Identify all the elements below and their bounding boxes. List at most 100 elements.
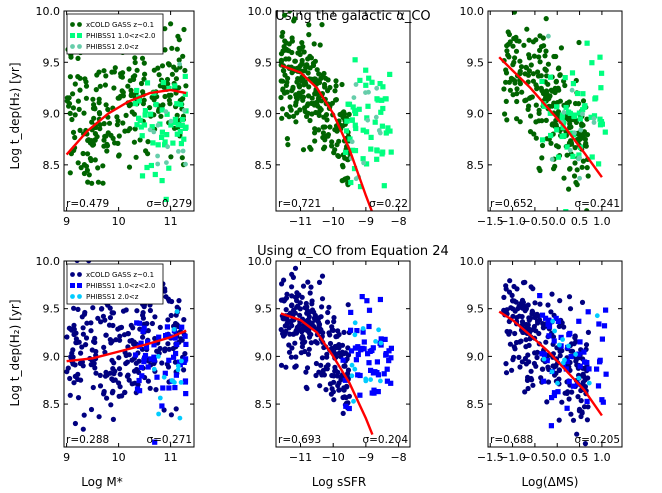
point-xcold-gass bbox=[147, 105, 153, 111]
point-xcold-gass bbox=[303, 369, 309, 375]
point-xcold-gass bbox=[112, 65, 118, 71]
point-xcold-gass bbox=[541, 43, 547, 49]
point-xcold-gass bbox=[180, 53, 186, 59]
x-tick-label: −9 bbox=[358, 215, 374, 228]
point-xcold-gass bbox=[283, 364, 289, 370]
point-xcold-gass bbox=[566, 140, 573, 146]
point-xcold-gass bbox=[576, 39, 582, 46]
axes-frame bbox=[63, 260, 195, 448]
point-xcold-gass bbox=[317, 42, 323, 48]
point-xcold-gass bbox=[317, 108, 323, 114]
point-xcold-gass bbox=[278, 362, 285, 368]
legend-marker bbox=[70, 272, 75, 277]
point-phibss-mid bbox=[380, 105, 386, 112]
point-xcold-gass bbox=[339, 162, 346, 168]
point-phibss-mid bbox=[162, 370, 168, 376]
point-phibss-high bbox=[155, 153, 161, 159]
y-tick-label: 8.5 bbox=[467, 159, 485, 172]
point-xcold-gass bbox=[334, 142, 340, 148]
point-xcold-gass bbox=[83, 335, 90, 341]
point-phibss-mid bbox=[364, 298, 370, 304]
point-phibss-mid bbox=[175, 122, 181, 128]
point-xcold-gass bbox=[97, 372, 103, 378]
point-phibss-mid bbox=[375, 97, 381, 103]
x-tick-label: 10 bbox=[112, 451, 126, 464]
y-tick-label: 8.5 bbox=[255, 398, 273, 411]
point-xcold-gass bbox=[507, 341, 513, 347]
point-xcold-gass bbox=[513, 48, 520, 54]
point-xcold-gass bbox=[159, 360, 165, 366]
point-phibss-mid bbox=[547, 110, 553, 116]
point-phibss-mid bbox=[145, 364, 151, 370]
y-tick-label: 8.5 bbox=[43, 398, 61, 411]
point-phibss-mid bbox=[132, 101, 138, 107]
point-xcold-gass bbox=[532, 300, 538, 306]
point-xcold-gass bbox=[530, 71, 537, 77]
point-xcold-gass bbox=[506, 289, 513, 295]
point-phibss-mid bbox=[166, 357, 172, 363]
point-xcold-gass bbox=[556, 417, 562, 423]
point-phibss-mid bbox=[555, 389, 561, 395]
point-xcold-gass bbox=[551, 53, 557, 60]
point-phibss-mid bbox=[340, 357, 346, 363]
point-xcold-gass bbox=[569, 389, 575, 395]
point-xcold-gass bbox=[340, 410, 346, 416]
point-xcold-gass bbox=[100, 180, 106, 186]
panel-top-ssfr: −11 −10 −9 −8 8.5 9.0 9.5 10.0 r=0.721 σ=0.22 bbox=[248, 0, 411, 228]
point-phibss-mid bbox=[353, 125, 359, 132]
point-phibss-mid bbox=[385, 125, 391, 131]
point-phibss-mid bbox=[159, 134, 165, 140]
point-xcold-gass bbox=[296, 90, 302, 96]
point-xcold-gass bbox=[324, 117, 330, 123]
point-xcold-gass bbox=[319, 296, 326, 302]
point-xcold-gass bbox=[126, 66, 132, 72]
point-phibss-mid bbox=[541, 378, 547, 384]
point-phibss-high bbox=[163, 109, 169, 114]
point-xcold-gass bbox=[313, 372, 319, 379]
point-xcold-gass bbox=[302, 105, 308, 111]
point-xcold-gass bbox=[511, 283, 517, 290]
point-xcold-gass bbox=[85, 137, 91, 143]
point-xcold-gass bbox=[531, 53, 538, 59]
point-xcold-gass bbox=[320, 130, 326, 136]
point-xcold-gass bbox=[526, 103, 532, 109]
point-phibss-high bbox=[175, 363, 181, 369]
point-phibss-high bbox=[155, 122, 161, 128]
point-phibss-mid bbox=[346, 101, 353, 107]
point-xcold-gass bbox=[504, 48, 510, 54]
point-xcold-gass bbox=[342, 394, 348, 400]
point-phibss-mid bbox=[596, 321, 602, 327]
point-xcold-gass bbox=[144, 321, 150, 327]
r-annotation: r=0.479 bbox=[66, 198, 109, 210]
point-xcold-gass bbox=[75, 160, 81, 166]
point-xcold-gass bbox=[289, 271, 295, 277]
point-xcold-gass bbox=[318, 362, 324, 368]
point-xcold-gass bbox=[562, 390, 568, 396]
point-phibss-high bbox=[366, 89, 371, 95]
point-xcold-gass bbox=[585, 329, 592, 335]
point-xcold-gass bbox=[505, 41, 511, 47]
point-phibss-high bbox=[168, 118, 174, 124]
point-xcold-gass bbox=[289, 293, 295, 299]
point-xcold-gass bbox=[284, 317, 290, 323]
point-phibss-mid bbox=[352, 108, 358, 114]
point-xcold-gass bbox=[165, 364, 172, 370]
point-xcold-gass bbox=[297, 312, 303, 318]
point-xcold-gass bbox=[327, 340, 334, 347]
point-phibss-mid bbox=[549, 395, 555, 401]
point-xcold-gass bbox=[279, 115, 285, 121]
r-annotation: r=0.652 bbox=[490, 198, 533, 210]
point-xcold-gass bbox=[535, 69, 541, 75]
point-xcold-gass bbox=[329, 143, 335, 149]
point-xcold-gass bbox=[287, 0, 292, 5]
x-tick-label: −10 bbox=[322, 451, 345, 464]
point-xcold-gass bbox=[557, 298, 563, 304]
point-phibss-mid bbox=[386, 358, 392, 364]
point-xcold-gass bbox=[103, 102, 109, 108]
point-xcold-gass bbox=[333, 78, 339, 84]
point-xcold-gass bbox=[85, 151, 91, 157]
point-xcold-gass bbox=[119, 88, 125, 94]
legend-label: xCOLD GASS z~0.1 bbox=[86, 21, 154, 29]
point-xcold-gass bbox=[126, 164, 133, 170]
point-phibss-mid bbox=[379, 97, 385, 103]
